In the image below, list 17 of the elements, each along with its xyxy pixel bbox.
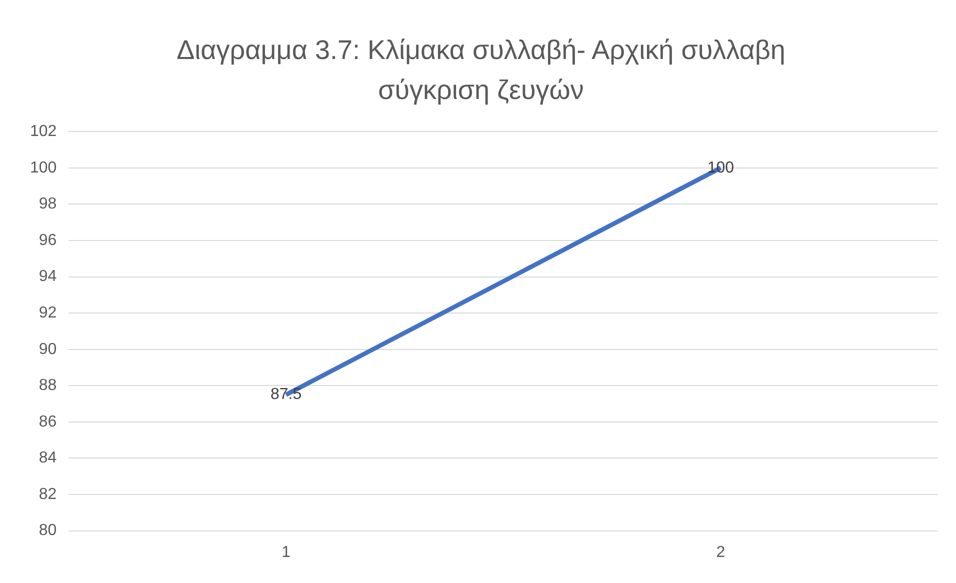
- data-label: 87.5: [270, 386, 302, 404]
- data-label: 100: [707, 159, 734, 176]
- chart-title: Διαγραμμα 3.7: Κλίμακα συλλαβή- Αρχική συλλαβη σύγκριση ζευγών: [176, 34, 786, 107]
- x-tick-label: 2: [716, 544, 726, 561]
- y-tick-label: 90: [38, 340, 57, 358]
- y-tick-label: 86: [38, 413, 57, 430]
- y-tick-label: 98: [38, 196, 57, 213]
- y-tick-label: 102: [30, 123, 57, 140]
- y-tick-label: 80: [38, 522, 57, 540]
- y-tick-label: 100: [30, 159, 57, 176]
- y-tick-label: 88: [38, 377, 57, 394]
- y-tick-label: 84: [38, 450, 57, 467]
- y-tick-label: 82: [38, 486, 57, 503]
- y-tick-label: 96: [38, 232, 57, 249]
- y-tick-label: 92: [38, 304, 57, 322]
- y-tick-label: 94: [38, 268, 57, 286]
- x-tick-label: 1: [282, 544, 291, 561]
